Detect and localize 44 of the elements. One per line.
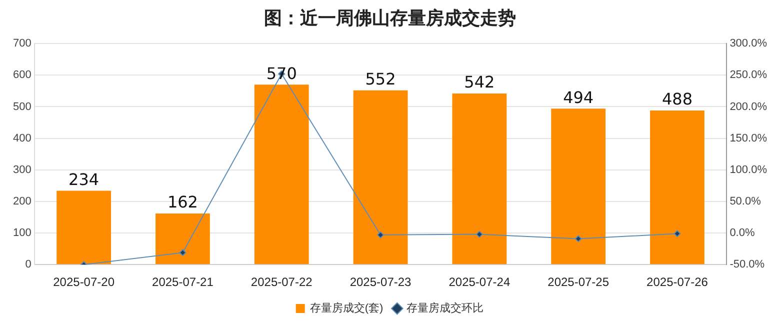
y-tick-label: 300 bbox=[12, 164, 32, 176]
x-tick-label: 2025-07-21 bbox=[152, 275, 214, 290]
y2-tick-label: -50.0% bbox=[730, 258, 765, 271]
y-tick-label: 400 bbox=[12, 132, 32, 144]
y2-tick-label: 0.0% bbox=[730, 227, 755, 240]
x-tick-label: 2025-07-23 bbox=[350, 275, 412, 290]
y-tick-label: 100 bbox=[12, 227, 32, 240]
x-tick-label: 2025-07-26 bbox=[646, 275, 708, 290]
y-tick-label: 200 bbox=[12, 195, 32, 208]
y2-tick-label: 200.0% bbox=[730, 100, 768, 113]
point bbox=[574, 235, 582, 242]
bar bbox=[353, 90, 408, 264]
bar bbox=[156, 213, 210, 264]
bar bbox=[56, 190, 112, 264]
data-label: 234 bbox=[68, 170, 100, 189]
data-label: 488 bbox=[662, 90, 693, 109]
point bbox=[179, 249, 186, 256]
x-tick-label: 2025-07-25 bbox=[548, 275, 610, 290]
data-label: 162 bbox=[167, 192, 198, 212]
bar bbox=[254, 84, 309, 264]
y2-tick-label: 250.0% bbox=[730, 69, 768, 82]
legend-label: 存量房成交(套) bbox=[310, 302, 384, 315]
point bbox=[377, 231, 384, 238]
x-tick-label: 2025-07-24 bbox=[448, 275, 510, 290]
y2-tick-label: 50.0% bbox=[730, 195, 762, 208]
bar bbox=[452, 93, 507, 264]
data-label: 552 bbox=[365, 69, 396, 88]
y-tick-label: 500 bbox=[12, 100, 32, 113]
chart-title: 图：近一周佛山存量房成交走势 bbox=[264, 8, 516, 28]
bar bbox=[551, 108, 606, 264]
y-tick-label: 600 bbox=[12, 69, 32, 82]
x-tick-label: 2025-07-20 bbox=[53, 275, 115, 290]
point bbox=[674, 230, 681, 238]
y-tick-label: 0 bbox=[25, 258, 32, 271]
data-label: 494 bbox=[563, 88, 594, 107]
legend-label: 存量房成交环比 bbox=[406, 302, 484, 315]
y-tick-label: 700 bbox=[12, 38, 32, 50]
y2-tick-label: 300.0% bbox=[730, 38, 768, 50]
bar bbox=[650, 110, 704, 264]
y2-tick-label: 100.0% bbox=[730, 164, 768, 176]
data-label: 542 bbox=[464, 72, 495, 92]
x-tick-label: 2025-07-22 bbox=[250, 275, 313, 290]
point bbox=[476, 230, 483, 238]
y2-tick-label: 150.0% bbox=[730, 132, 768, 144]
